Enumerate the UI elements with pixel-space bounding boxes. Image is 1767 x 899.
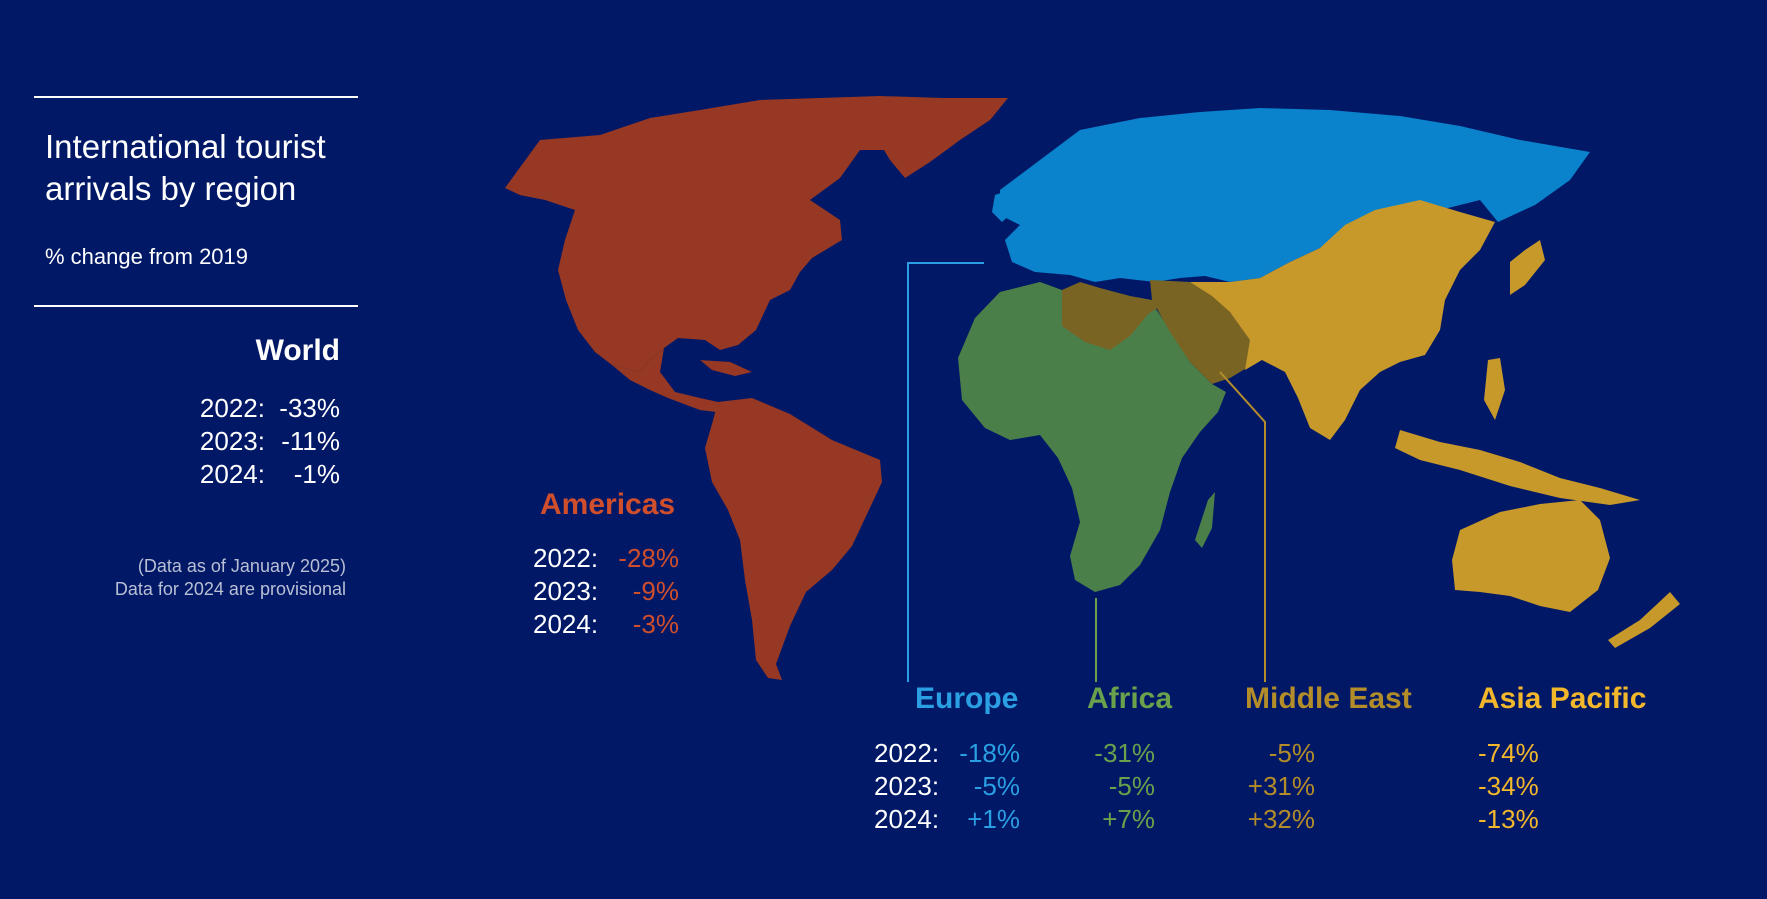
africa-region bbox=[958, 282, 1226, 592]
southeast-asia-islands-shape bbox=[1395, 430, 1640, 505]
world-value-2023: -11% bbox=[281, 426, 340, 456]
europe-shape bbox=[1000, 108, 1590, 282]
asia-pacific-value-2024: -13% bbox=[1478, 804, 1539, 834]
americas-label: Americas bbox=[540, 488, 676, 521]
australia-shape bbox=[1452, 500, 1610, 612]
world-row-2023: 2023: -11% bbox=[170, 425, 340, 458]
north-america-shape bbox=[505, 96, 1005, 372]
middle-east-values: -5% +31% +32% bbox=[1235, 737, 1315, 836]
americas-values: -28% -9% -3% bbox=[603, 542, 679, 641]
world-year-2024: 2024: bbox=[199, 459, 265, 489]
data-date-note: (Data as of January 2025) bbox=[137, 556, 346, 576]
south-america-shape bbox=[705, 398, 882, 680]
japan-shape bbox=[1510, 240, 1545, 295]
bottom-year-2022: 2022: bbox=[874, 738, 940, 768]
europe-region bbox=[992, 108, 1590, 282]
africa-value-2022: -31% bbox=[1094, 738, 1155, 768]
map-subtitle: % change from 2019 bbox=[45, 244, 249, 269]
world-value-2024: -1% bbox=[293, 459, 340, 489]
bottom-year-2024: 2024: bbox=[874, 804, 940, 834]
north-africa-middle-east-shape bbox=[1062, 282, 1170, 350]
greenland-shape bbox=[870, 98, 1008, 178]
world-value-2022: -33% bbox=[279, 393, 340, 423]
bottom-years: 2022: 2023: 2024: bbox=[874, 737, 939, 836]
world-year-2022: 2022: bbox=[199, 393, 265, 423]
world-row-2022: 2022: -33% bbox=[170, 392, 340, 425]
americas-year-2023: 2023: bbox=[533, 576, 599, 606]
middle-east-region bbox=[1062, 280, 1258, 384]
madagascar-shape bbox=[1195, 492, 1215, 548]
asia-pacific-value-2022: -74% bbox=[1478, 738, 1539, 768]
world-label: World bbox=[255, 334, 340, 367]
europe-value-2022: -18% bbox=[959, 738, 1020, 768]
provisional-note: Data for 2024 are provisional bbox=[114, 579, 346, 599]
philippines-shape bbox=[1484, 358, 1505, 420]
middle-divider bbox=[34, 305, 358, 307]
americas-value-2023: -9% bbox=[632, 576, 679, 606]
americas-value-2024: -3% bbox=[632, 609, 679, 639]
new-zealand-shape bbox=[1608, 592, 1680, 648]
americas-year-2024: 2024: bbox=[533, 609, 599, 639]
middle-east-value-2023: +31% bbox=[1247, 771, 1315, 801]
asia-pacific-region bbox=[1190, 200, 1680, 648]
africa-label: Africa bbox=[1087, 682, 1173, 715]
americas-years: 2022: 2023: 2024: bbox=[533, 542, 598, 641]
middle-east-leader-line bbox=[1219, 371, 1266, 682]
americas-year-2022: 2022: bbox=[533, 543, 599, 573]
africa-value-2023: -5% bbox=[1108, 771, 1155, 801]
asia-pacific-values: -74% -34% -13% bbox=[1478, 737, 1558, 836]
central-america-shape bbox=[612, 348, 718, 412]
middle-east-value-2024: +32% bbox=[1247, 804, 1315, 834]
americas-value-2022: -28% bbox=[618, 543, 679, 573]
africa-shape bbox=[958, 282, 1226, 592]
africa-values: -31% -5% +7% bbox=[1075, 737, 1155, 836]
world-year-2023: 2023: bbox=[199, 426, 265, 456]
asia-shape bbox=[1190, 200, 1495, 440]
arabia-shape bbox=[1150, 280, 1258, 384]
bottom-year-2023: 2023: bbox=[874, 771, 940, 801]
uk-shape bbox=[992, 190, 1015, 222]
middle-east-value-2022: -5% bbox=[1268, 738, 1315, 768]
europe-values: -18% -5% +1% bbox=[940, 737, 1020, 836]
asia-pacific-value-2023: -34% bbox=[1478, 771, 1539, 801]
europe-leader-line bbox=[907, 262, 984, 682]
europe-value-2023: -5% bbox=[973, 771, 1020, 801]
europe-label: Europe bbox=[915, 682, 1019, 715]
europe-value-2024: +1% bbox=[967, 804, 1020, 834]
asia-pacific-label: Asia Pacific bbox=[1478, 682, 1647, 715]
world-stats: 2022: -33% 2023: -11% 2024: -1% bbox=[170, 392, 340, 491]
africa-value-2024: +7% bbox=[1102, 804, 1155, 834]
world-row-2024: 2024: -1% bbox=[170, 458, 340, 491]
map-title: International tourist arrivals by region bbox=[45, 128, 326, 207]
middle-east-label: Middle East bbox=[1245, 682, 1412, 715]
caribbean-shape bbox=[700, 360, 752, 376]
americas-region bbox=[505, 96, 1008, 680]
top-divider bbox=[34, 96, 358, 98]
